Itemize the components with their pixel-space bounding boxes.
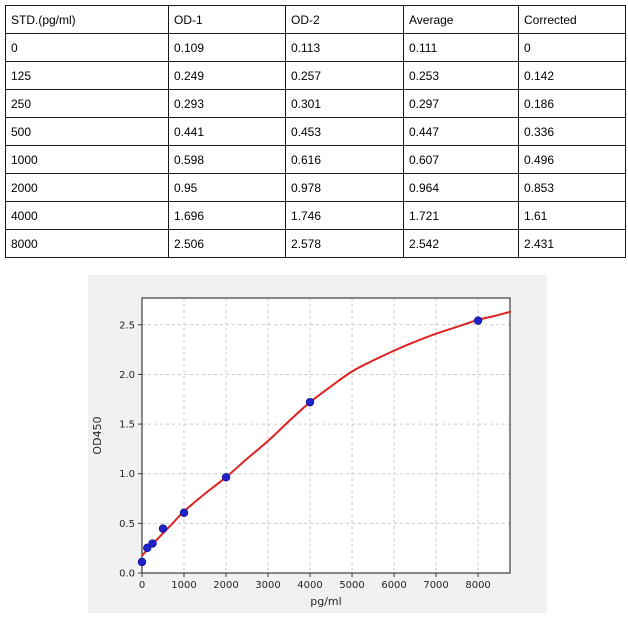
standard-curve-chart: 0 1000 2000 3000 4000 5000 6000 7000 8000 0.0 0.5 1… — [91, 297, 511, 608]
x-tick-label: 3000 — [255, 580, 280, 591]
table-cell: 0.447 — [403, 117, 519, 146]
y-tick-label: 2.5 — [119, 320, 135, 331]
table-cell: 0.95 — [168, 173, 286, 202]
table-row: 250 0.293 0.301 0.297 0.186 — [5, 89, 626, 118]
table-cell: 0.186 — [518, 89, 626, 118]
table-cell: 2.506 — [168, 229, 286, 258]
data-point — [305, 397, 315, 407]
y-tick-label: 1.0 — [119, 469, 135, 480]
plot-area — [142, 298, 510, 573]
table-row: 8000 2.506 2.578 2.542 2.431 — [5, 229, 626, 258]
table-cell: 1.721 — [403, 201, 519, 230]
x-tick-label: 0 — [139, 580, 145, 591]
x-tick-label: 5000 — [339, 580, 364, 591]
x-tick-label: 1000 — [171, 580, 196, 591]
table-cell: 0 — [5, 33, 169, 62]
table-cell: 500 — [5, 117, 169, 146]
data-point — [148, 539, 157, 548]
table-cell: 0.293 — [168, 89, 286, 118]
data-point — [179, 508, 189, 517]
table-cell: 1.696 — [168, 201, 286, 230]
y-axis-label: OD450 — [91, 416, 104, 454]
table-cell: 0 — [518, 33, 626, 62]
table-cell: 1000 — [5, 145, 169, 174]
table-cell: 2.431 — [518, 229, 626, 258]
plot-border — [141, 297, 511, 574]
standards-table: STD.(pg/ml) OD-1 OD-2 Average Corrected 0 0.1… — [5, 5, 626, 258]
table-cell: 2.542 — [403, 229, 519, 258]
table-cell: 0.853 — [518, 173, 626, 202]
table-cell: 125 — [5, 61, 169, 90]
data-point — [137, 557, 147, 567]
table-cell: 0.297 — [403, 89, 519, 118]
data-point — [221, 473, 231, 482]
table-cell: 0.964 — [403, 173, 519, 202]
table-cell: 0.616 — [285, 145, 404, 174]
table-cell: 2000 — [5, 173, 169, 202]
table-cell: 0.336 — [518, 117, 626, 146]
table-header-row: STD.(pg/ml) OD-1 OD-2 Average Corrected — [5, 5, 626, 34]
table-cell: 0.113 — [285, 33, 404, 62]
table-cell: 0.111 — [403, 33, 519, 62]
table-cell: 0.109 — [168, 33, 286, 62]
x-tick-label: 4000 — [297, 580, 322, 591]
table-cell: 0.441 — [168, 117, 286, 146]
table-cell: 2.578 — [285, 229, 404, 258]
table-cell: 0.496 — [518, 145, 626, 174]
standards-table-header: STD.(pg/ml) OD-1 OD-2 Average Corrected — [5, 5, 626, 34]
table-cell: 0.301 — [285, 89, 404, 118]
table-row: 0 0.109 0.113 0.111 0 — [5, 33, 626, 62]
table-cell: 0.598 — [168, 145, 286, 174]
column-header: STD.(pg/ml) — [5, 5, 169, 34]
column-header: Corrected — [518, 5, 626, 34]
table-cell: 0.253 — [403, 61, 519, 90]
table-row: 125 0.249 0.257 0.253 0.142 — [5, 61, 626, 90]
y-tick-label: 1.5 — [119, 420, 135, 431]
table-row: 500 0.441 0.453 0.447 0.336 — [5, 117, 626, 146]
y-tick-label: 0.0 — [119, 569, 135, 580]
table-cell: 0.453 — [285, 117, 404, 146]
y-tick-label: 0.5 — [119, 519, 135, 530]
standard-curve-figure: 0 1000 2000 3000 4000 5000 6000 7000 8000 0.0 0.5 1… — [88, 275, 547, 613]
x-tick-label: 8000 — [465, 580, 490, 591]
standards-table-body: 0 0.109 0.113 0.111 0 125 0.249 0.257 0.253 0.142… — [5, 33, 626, 258]
table-cell: 0.142 — [518, 61, 626, 90]
table-cell: 8000 — [5, 229, 169, 258]
table-row: 4000 1.696 1.746 1.721 1.61 — [5, 201, 626, 230]
x-axis-label: pg/ml — [310, 595, 341, 608]
table-cell: 0.978 — [285, 173, 404, 202]
table-cell: 0.257 — [285, 61, 404, 90]
table-row: 2000 0.95 0.978 0.964 0.853 — [5, 173, 626, 202]
column-header: OD-2 — [285, 5, 404, 34]
table-cell: 0.249 — [168, 61, 286, 90]
column-header: OD-1 — [168, 5, 286, 34]
x-tick-label: 2000 — [213, 580, 238, 591]
data-point — [473, 316, 483, 325]
table-cell: 250 — [5, 89, 169, 118]
data-point — [158, 524, 168, 533]
standards-table-container: STD.(pg/ml) OD-1 OD-2 Average Corrected 0 0.1… — [5, 5, 626, 258]
table-cell: 1.61 — [518, 201, 626, 230]
x-tick-label: 6000 — [381, 580, 406, 591]
table-row: 1000 0.598 0.616 0.607 0.496 — [5, 145, 626, 174]
table-cell: 1.746 — [285, 201, 404, 230]
table-cell: 0.607 — [403, 145, 519, 174]
x-tick-label: 7000 — [423, 580, 448, 591]
y-tick-label: 2.0 — [119, 370, 135, 381]
column-header: Average — [403, 5, 519, 34]
table-cell: 4000 — [5, 201, 169, 230]
